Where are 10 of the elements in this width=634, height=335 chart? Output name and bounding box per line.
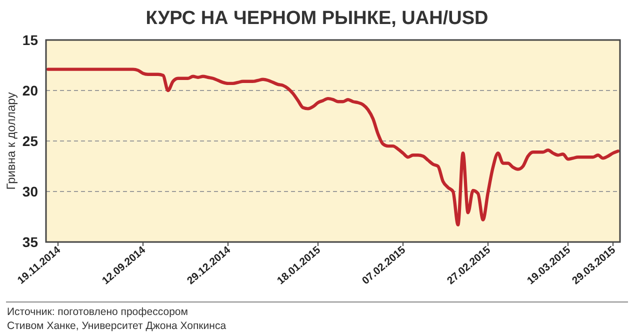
y-tick-label: 25 xyxy=(22,133,38,149)
y-tick-label: 20 xyxy=(22,82,38,98)
y-tick-label: 35 xyxy=(22,234,38,250)
y-tick-label: 30 xyxy=(22,184,38,200)
text: Источник: поготовлено профессором xyxy=(7,306,188,318)
chart-title: КУРС НА ЧЕРНОМ РЫНКЕ, UAH/USD xyxy=(146,8,488,29)
text: Стивом Ханке, Университет Джона Хопкинса xyxy=(7,320,226,332)
y-tick-label: 15 xyxy=(22,32,38,48)
y-axis-title: Гривна к доллару xyxy=(4,92,18,190)
line-series xyxy=(46,68,620,226)
